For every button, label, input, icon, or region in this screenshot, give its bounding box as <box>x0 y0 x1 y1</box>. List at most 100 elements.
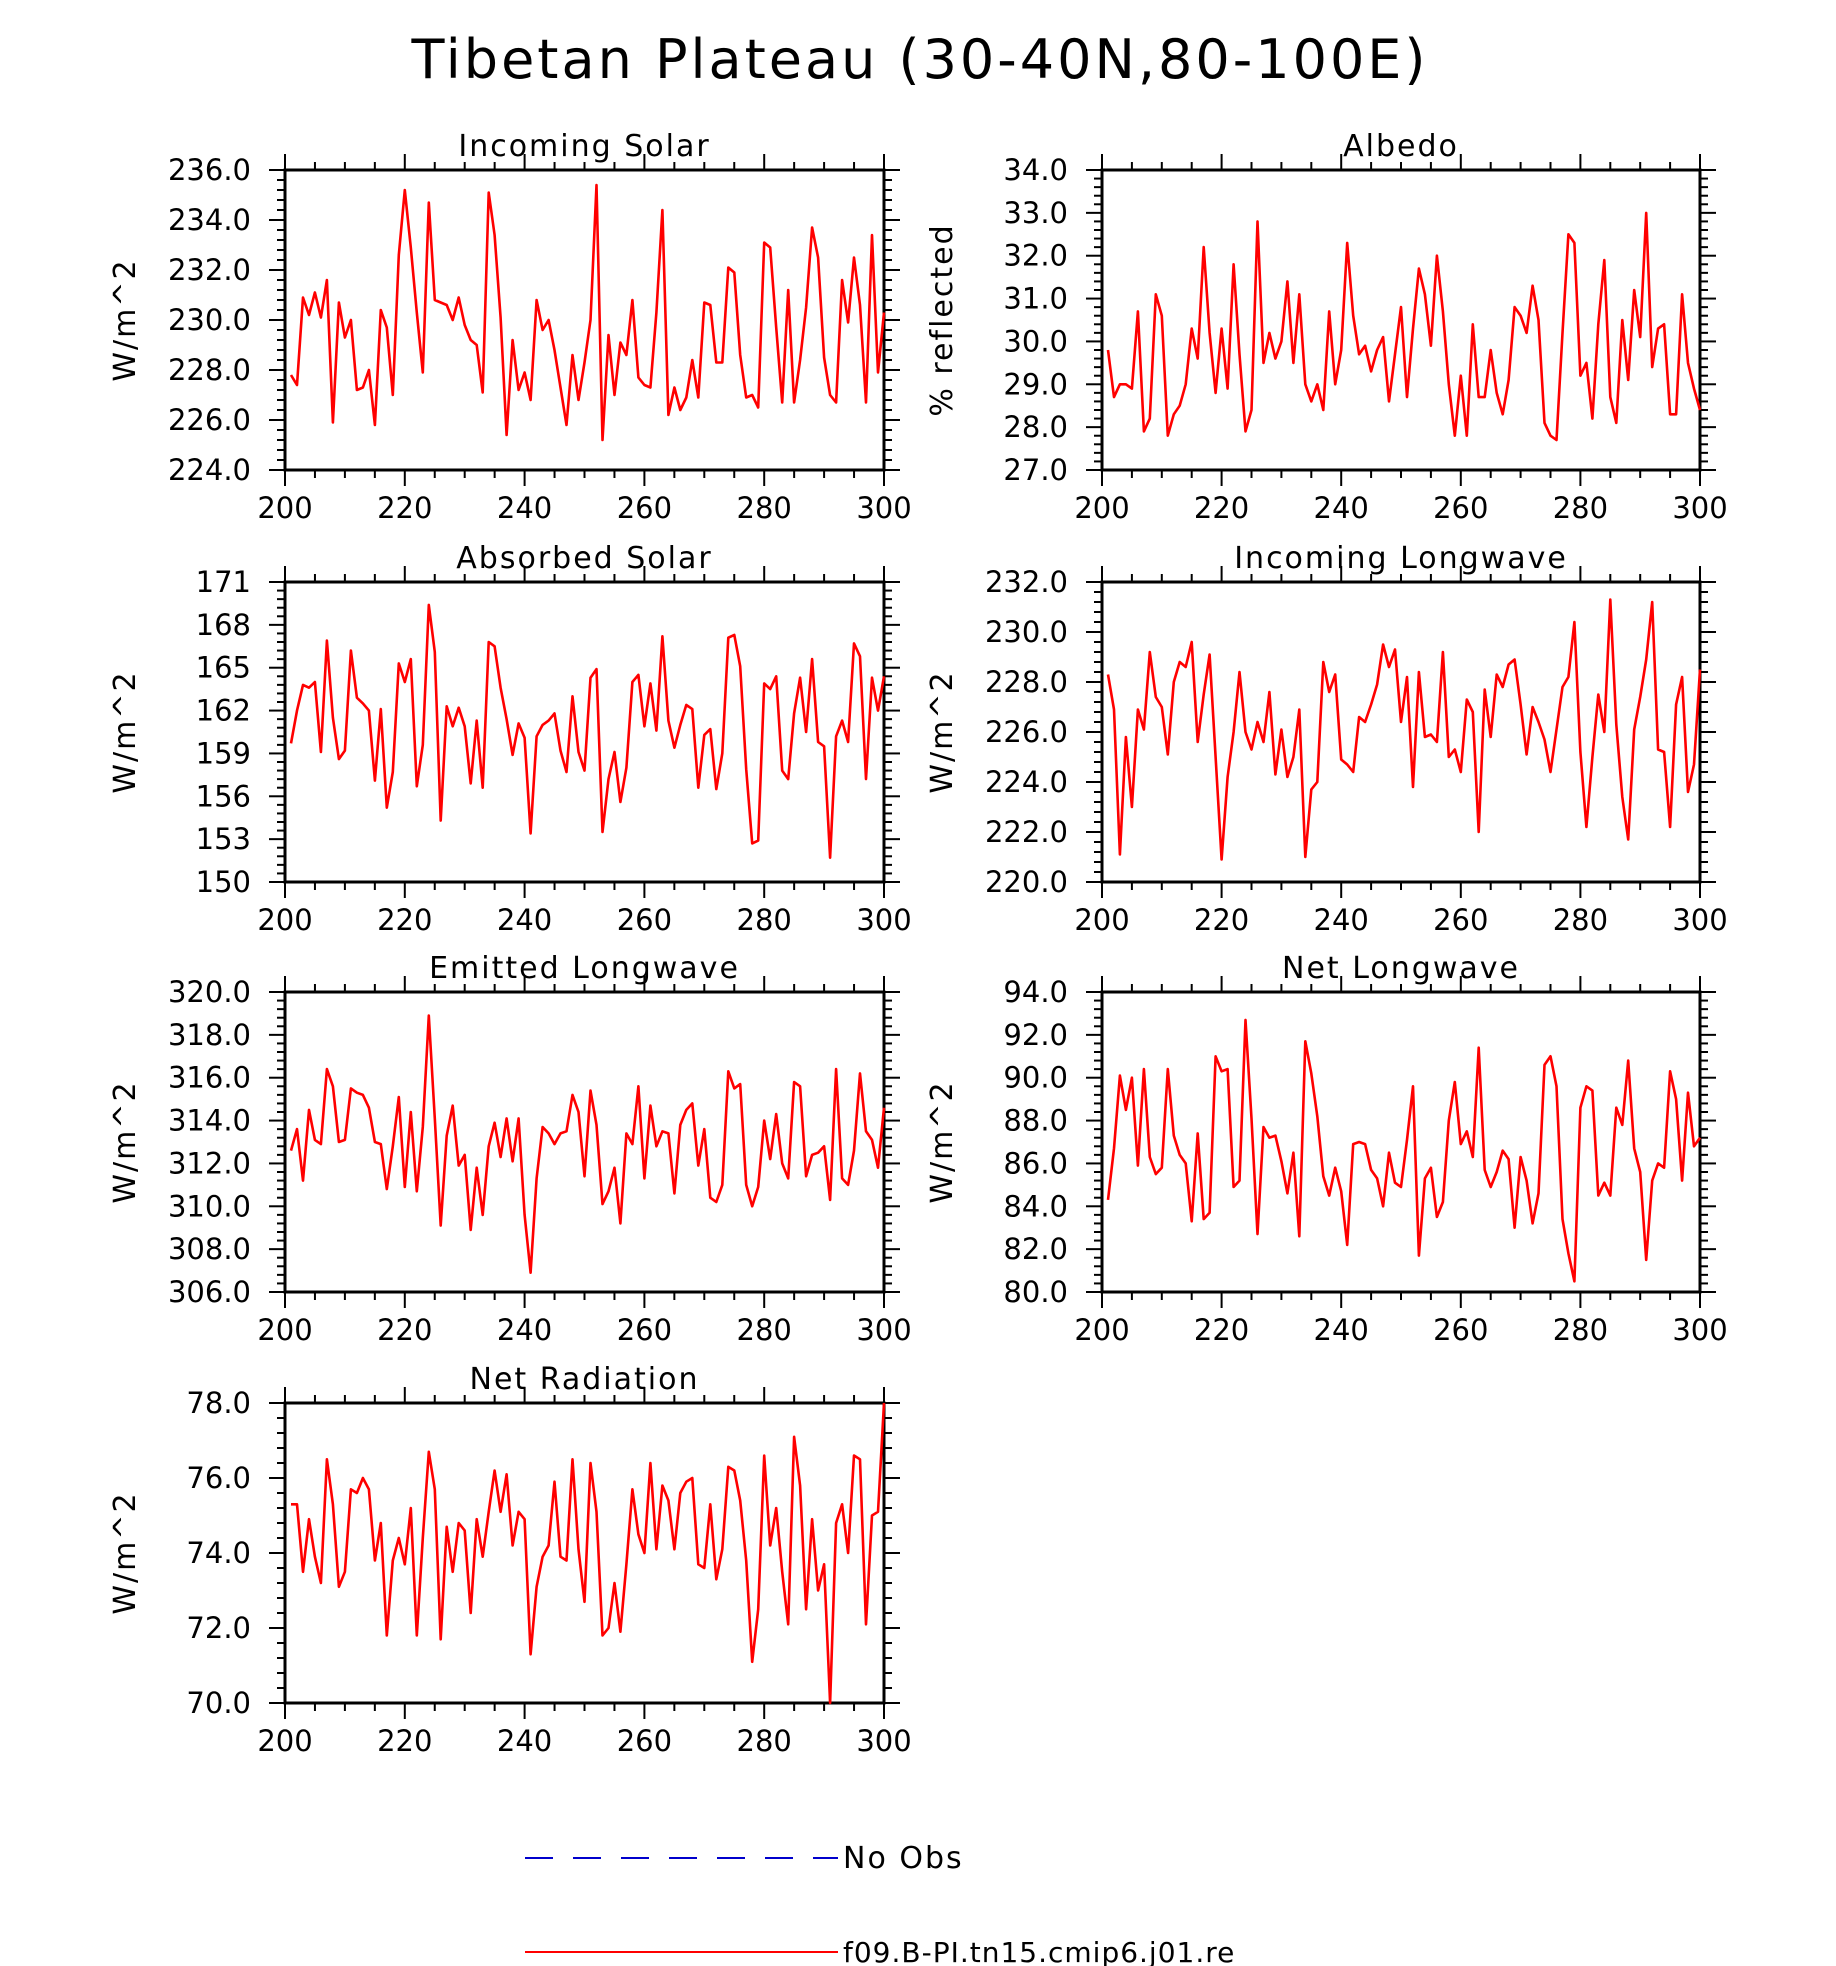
y-axis-label: W/m^2 <box>925 1080 960 1203</box>
x-tick-label: 260 <box>1433 491 1488 525</box>
y-tick-label: 156 <box>196 779 251 813</box>
x-tick-label: 200 <box>1074 903 1129 937</box>
panel-3: 200 220 240 260 280 300 150 153 156 159 162 165 168 1… <box>108 541 912 937</box>
x-tick-label: 280 <box>737 1313 792 1347</box>
y-axis-label: % reflected <box>925 223 960 416</box>
y-tick-label: 30.0 <box>1003 324 1068 358</box>
y-axis-label: W/m^2 <box>108 1080 143 1203</box>
x-tick-label: 280 <box>737 1724 792 1758</box>
panel-1: 200 220 240 260 280 300 224.0 226.0 228.0 230.0 23… <box>108 129 912 525</box>
y-tick-label: 153 <box>196 822 251 856</box>
figure-title: Tibetan Plateau (30-40N,80-100E) <box>410 28 1428 91</box>
x-tick-label: 280 <box>1553 491 1608 525</box>
x-tick-label: 300 <box>856 1313 911 1347</box>
x-tick-label: 220 <box>377 1313 432 1347</box>
y-tick-label: 306.0 <box>168 1275 251 1309</box>
y-tick-label: 82.0 <box>1003 1232 1068 1266</box>
y-tick-label: 318.0 <box>168 1018 251 1052</box>
y-tick-label: 88.0 <box>1003 1104 1068 1138</box>
series-line <box>289 183 886 442</box>
y-tick-label: 222.0 <box>985 815 1068 849</box>
x-tick-label: 280 <box>737 903 792 937</box>
x-tick-label: 260 <box>1433 1313 1488 1347</box>
x-tick-label: 240 <box>497 491 552 525</box>
x-tick-label: 220 <box>1194 1313 1249 1347</box>
y-tick-label: 80.0 <box>1003 1275 1068 1309</box>
x-tick-label: 220 <box>1194 491 1249 525</box>
x-tick-label: 260 <box>617 491 672 525</box>
x-tick-label: 280 <box>1553 903 1608 937</box>
x-tick-label: 240 <box>1314 491 1369 525</box>
x-tick-label: 220 <box>377 1724 432 1758</box>
x-tick-label: 220 <box>377 491 432 525</box>
y-tick-label: 34.0 <box>1003 153 1068 187</box>
series-line <box>291 1402 886 1705</box>
x-tick-label: 200 <box>257 1313 312 1347</box>
legend-model-label: f09.B-PI.tn15.cmip6.j01.re <box>843 1936 1235 1966</box>
y-tick-label: 92.0 <box>1003 1018 1068 1052</box>
x-tick-label: 240 <box>1314 903 1369 937</box>
series-line <box>289 603 886 860</box>
y-tick-label: 228.0 <box>168 353 251 387</box>
panel-2: 200 220 240 260 280 300 27.0 28.0 29.0 30.0 31.0 32… <box>925 129 1728 525</box>
y-tick-label: 310.0 <box>168 1189 251 1223</box>
panel-title: Albedo <box>1343 129 1459 164</box>
y-tick-label: 230.0 <box>168 303 251 337</box>
x-tick-label: 260 <box>617 1724 672 1758</box>
x-tick-label: 240 <box>1314 1313 1369 1347</box>
y-tick-label: 226.0 <box>985 715 1068 749</box>
y-tick-label: 32.0 <box>1003 239 1068 273</box>
y-tick-label: 312.0 <box>168 1146 251 1180</box>
plot-frame <box>283 580 886 884</box>
y-tick-label: 72.0 <box>186 1611 251 1645</box>
legend-obs-label: No Obs <box>843 1841 964 1876</box>
series-line <box>1106 598 1702 861</box>
x-tick-label: 300 <box>1672 1313 1727 1347</box>
y-tick-label: 31.0 <box>1003 282 1068 316</box>
x-tick-label: 200 <box>1074 1313 1129 1347</box>
panel-title: Emitted Longwave <box>429 951 740 986</box>
y-tick-label: 320.0 <box>168 975 251 1009</box>
x-tick-label: 240 <box>497 1313 552 1347</box>
panel-title: Incoming Longwave <box>1234 541 1568 576</box>
panel-title: Net Longwave <box>1282 951 1520 986</box>
y-tick-label: 162 <box>196 694 251 728</box>
x-tick-label: 260 <box>1433 903 1488 937</box>
x-tick-label: 240 <box>497 903 552 937</box>
panel-4: 200 220 240 260 280 300 220.0 222.0 224.0 226.0 22… <box>925 541 1728 937</box>
x-tick-label: 220 <box>377 903 432 937</box>
y-axis-label: W/m^2 <box>108 670 143 793</box>
y-tick-label: 220.0 <box>985 865 1068 899</box>
y-axis-label: W/m^2 <box>925 670 960 793</box>
x-tick-label: 260 <box>617 903 672 937</box>
y-tick-label: 70.0 <box>186 1686 251 1720</box>
x-tick-label: 280 <box>1553 1313 1608 1347</box>
x-tick-label: 200 <box>257 1724 312 1758</box>
x-tick-label: 300 <box>856 1724 911 1758</box>
y-tick-label: 76.0 <box>186 1461 251 1495</box>
plot-frame <box>1100 990 1702 1294</box>
y-tick-label: 94.0 <box>1003 975 1068 1009</box>
x-tick-label: 200 <box>1074 491 1129 525</box>
y-tick-label: 171 <box>196 565 251 599</box>
y-tick-label: 232.0 <box>168 253 251 287</box>
y-tick-label: 168 <box>196 608 251 642</box>
series-line <box>289 1014 886 1274</box>
y-tick-label: 150 <box>196 865 251 899</box>
x-tick-label: 280 <box>737 491 792 525</box>
y-axis-label: W/m^2 <box>108 258 143 381</box>
y-tick-label: 234.0 <box>168 203 251 237</box>
series-line <box>1106 211 1702 442</box>
chart-panels: 200 220 240 260 280 300 224.0 226.0 228.0 230.0 23… <box>108 129 1728 1758</box>
y-tick-label: 308.0 <box>168 1232 251 1266</box>
y-tick-label: 314.0 <box>168 1104 251 1138</box>
y-axis-label: W/m^2 <box>108 1491 143 1614</box>
panel-title: Absorbed Solar <box>456 541 712 576</box>
y-tick-label: 27.0 <box>1003 453 1068 487</box>
x-tick-label: 300 <box>856 903 911 937</box>
y-tick-label: 224.0 <box>168 453 251 487</box>
x-tick-label: 220 <box>1194 903 1249 937</box>
y-tick-label: 230.0 <box>985 615 1068 649</box>
panel-5: 200 220 240 260 280 300 306.0 308.0 310.0 312.0 31… <box>108 951 912 1347</box>
